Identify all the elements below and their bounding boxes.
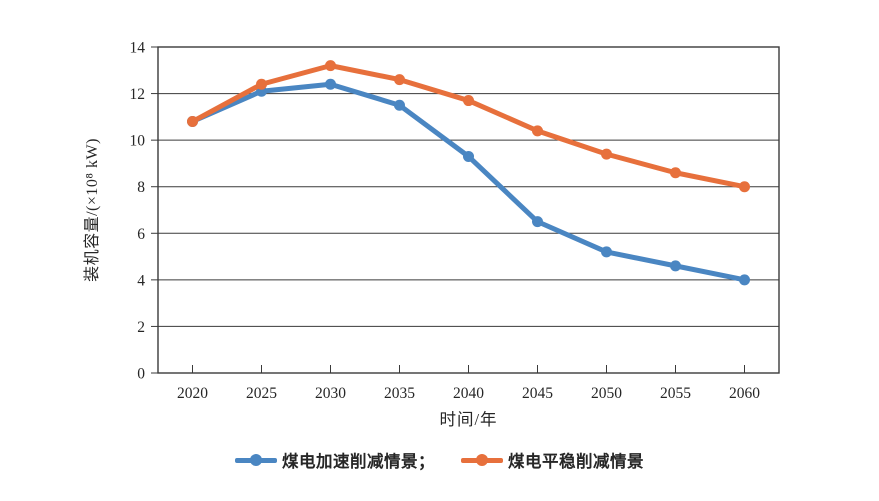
y-tick-label: 4 [137, 272, 145, 289]
x-tick-label: 2040 [453, 385, 484, 402]
x-tick-label: 2030 [315, 385, 346, 402]
data-point [256, 78, 267, 90]
data-point [670, 260, 681, 272]
data-point [187, 116, 198, 128]
y-tick-label: 10 [130, 133, 146, 150]
data-point [394, 99, 405, 111]
data-point [532, 125, 543, 137]
x-tick-label: 2055 [660, 385, 691, 402]
data-point [463, 95, 474, 107]
data-point [670, 167, 681, 179]
data-point [739, 181, 750, 193]
data-point [463, 150, 474, 162]
y-tick-label: 8 [137, 179, 145, 196]
x-tick-label: 2050 [591, 385, 622, 402]
legend-item-steady-reduction: 煤电平稳削减情景 [461, 448, 644, 472]
y-tick-label: 0 [137, 366, 145, 383]
line-marker-icon [461, 454, 503, 466]
x-tick-label: 2035 [384, 385, 415, 402]
chart-legend: 煤电加速削减情景； 煤电平稳削减情景 [0, 444, 879, 476]
data-point [394, 74, 405, 86]
legend-label: 煤电加速削减情景； [282, 452, 435, 471]
x-axis-title: 时间/年 [439, 410, 498, 429]
data-point [739, 274, 750, 286]
series-line-0 [190, 81, 747, 283]
data-point [601, 148, 612, 160]
y-axis-title: 装机容量/(×10⁸ kW) [76, 0, 104, 420]
data-point [325, 60, 336, 72]
line-marker-icon [235, 454, 277, 466]
series-line-1 [190, 63, 747, 190]
y-tick-label: 2 [137, 319, 145, 336]
x-tick-label: 2045 [522, 385, 553, 402]
y-tick-label: 14 [130, 40, 146, 57]
y-tick-label: 6 [137, 226, 145, 243]
x-tick-label: 2020 [177, 385, 208, 402]
x-tick-label: 2025 [246, 385, 277, 402]
y-axis-title-text: 装机容量/(×10⁸ kW) [84, 138, 101, 282]
y-tick-label: 12 [130, 86, 146, 103]
data-point [601, 246, 612, 258]
x-tick-label: 2060 [729, 385, 760, 402]
data-point [532, 216, 543, 228]
legend-label: 煤电平稳削减情景 [508, 452, 644, 471]
legend-item-accelerated-reduction: 煤电加速削减情景； [235, 448, 435, 472]
data-point [325, 78, 336, 90]
